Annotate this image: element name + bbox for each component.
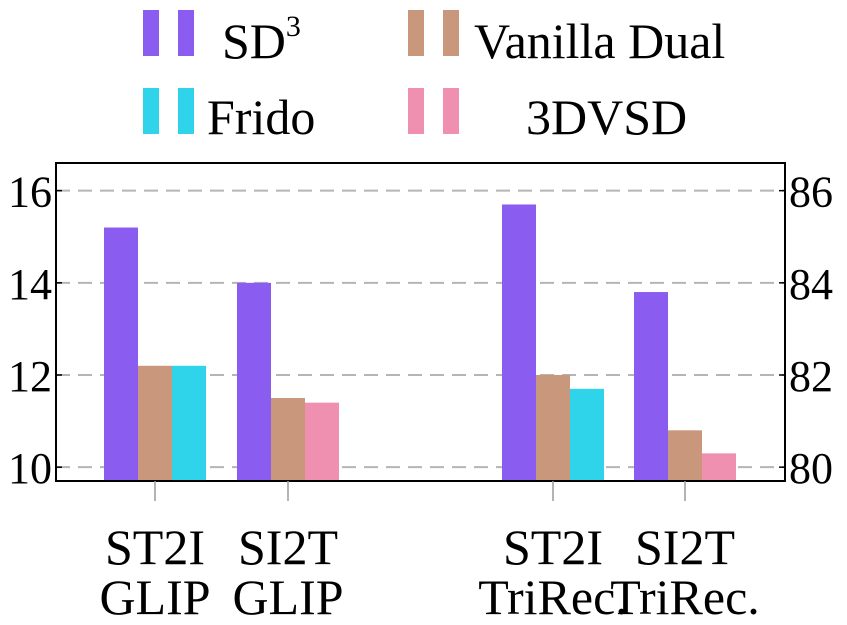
right-tick-label: 82 bbox=[789, 352, 833, 401]
category-label-line1: ST2I bbox=[105, 519, 205, 575]
bar-sd3-group-4 bbox=[634, 292, 668, 481]
bar-vanilla-dual-group-2 bbox=[271, 398, 305, 481]
legend-item-vanilla-dual: Vanilla Dual bbox=[408, 10, 725, 69]
legend-swatch-sd3-b bbox=[178, 10, 194, 56]
left-tick-label: 10 bbox=[8, 444, 52, 493]
legend-label-3dvsd: 3DVSD bbox=[526, 89, 687, 145]
bar-frido-group-1 bbox=[172, 365, 206, 481]
bar-vanilla-dual-group-3 bbox=[536, 375, 570, 481]
category-label-line2: GLIP bbox=[99, 569, 210, 625]
category-label-line2: TriRec. bbox=[610, 569, 760, 625]
bar-3dvsd-group-2 bbox=[305, 402, 339, 481]
legend: SD3 Vanilla Dual Frido 3DVSD bbox=[143, 10, 725, 145]
category-label-line1: SI2T bbox=[635, 519, 735, 575]
bar-sd3-group-3 bbox=[502, 204, 536, 481]
legend-swatch-frido-b bbox=[178, 88, 194, 134]
bar-frido-group-3 bbox=[570, 388, 604, 481]
axes: 10 12 14 16 80 82 84 86 bbox=[8, 162, 833, 501]
legend-swatch-vanilla-dual bbox=[408, 10, 424, 56]
legend-swatch-3dvsd-b bbox=[443, 88, 459, 134]
right-tick-label: 80 bbox=[789, 444, 833, 493]
legend-item-frido: Frido bbox=[143, 88, 315, 145]
legend-swatch-3dvsd bbox=[408, 88, 424, 134]
bar-3dvsd-group-4 bbox=[702, 453, 736, 481]
legend-label-vanilla-dual: Vanilla Dual bbox=[474, 13, 725, 69]
bar-sd3-group-1 bbox=[104, 227, 138, 481]
category-label-line2: TriRec. bbox=[478, 569, 628, 625]
bars bbox=[104, 204, 736, 481]
legend-item-sd3: SD3 bbox=[143, 10, 301, 69]
right-tick-label: 84 bbox=[789, 260, 833, 309]
category-label-line1: SI2T bbox=[238, 519, 338, 575]
bar-sd3-group-2 bbox=[237, 282, 271, 481]
left-tick-label: 14 bbox=[8, 260, 52, 309]
plot-frame bbox=[55, 162, 786, 482]
right-tick-label: 86 bbox=[789, 168, 833, 217]
legend-swatch-frido bbox=[143, 88, 159, 134]
category-label-line1: ST2I bbox=[503, 519, 603, 575]
category-label-line2: GLIP bbox=[232, 569, 343, 625]
legend-swatch-vanilla-dual-b bbox=[443, 10, 459, 56]
left-tick-label: 12 bbox=[8, 352, 52, 401]
bar-vanilla-dual-group-4 bbox=[668, 430, 702, 481]
legend-label-sd3: SD3 bbox=[222, 10, 301, 69]
legend-swatch-sd3 bbox=[143, 10, 159, 56]
legend-item-3dvsd: 3DVSD bbox=[408, 88, 687, 145]
bar-vanilla-dual-group-1 bbox=[138, 365, 172, 481]
legend-label-frido: Frido bbox=[207, 89, 315, 145]
left-tick-label: 16 bbox=[8, 168, 52, 217]
